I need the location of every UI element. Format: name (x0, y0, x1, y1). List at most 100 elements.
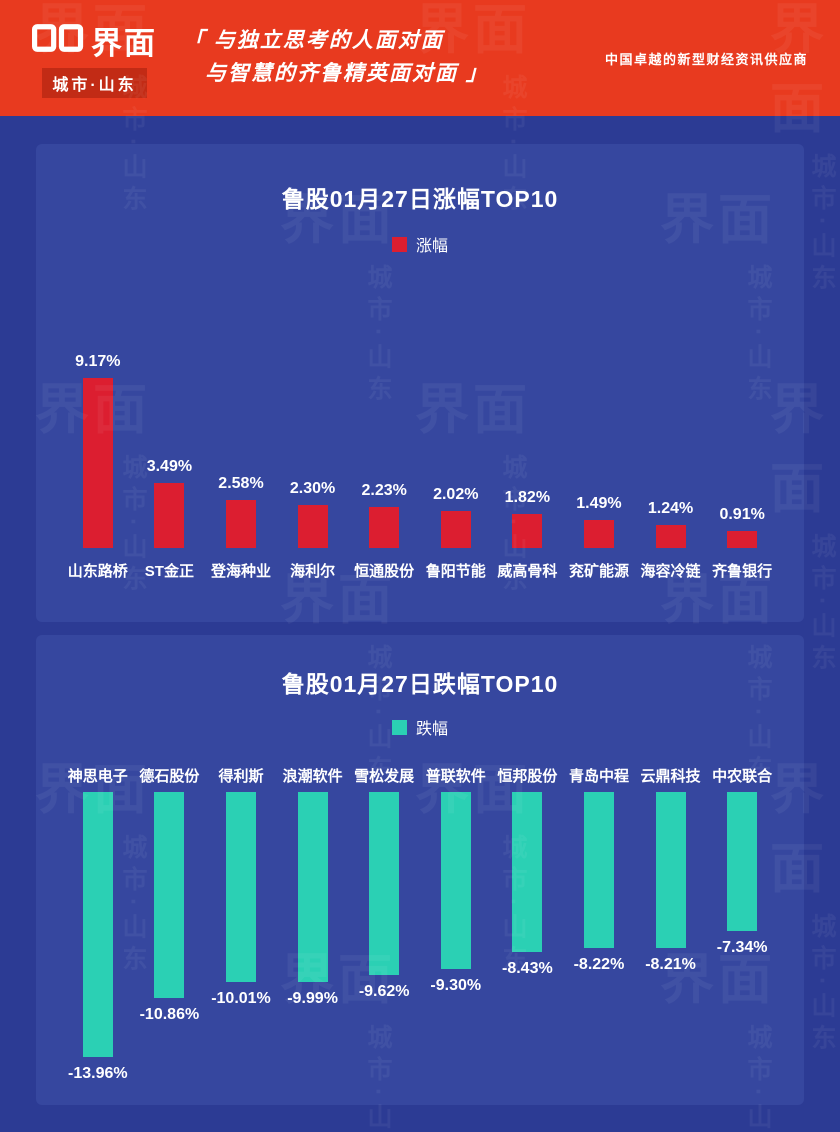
bar (727, 531, 758, 548)
bar (512, 792, 543, 952)
fall-category-row: 神思电子 德石股份 得利斯 浪潮软件 雪松发展 普联软件 恒邦股份 青岛中程 云鼎科技 中农联合 (62, 765, 778, 786)
bar-value-label: 0.91% (719, 506, 765, 523)
bar-column: -9.62% (348, 792, 420, 1001)
bar (82, 378, 113, 548)
bar-category-label: 海容冷链 (640, 563, 701, 580)
bar-column: -13.96% (62, 792, 134, 1083)
bar-column: -10.86% (134, 792, 206, 1024)
fall-bar-chart: -13.96% -10.86% -10.01% -9.99% -9.62% -9.30% -… (62, 792, 778, 1092)
jiemian-logo-text: 界面 (91, 26, 157, 61)
fall-chart-legend: 跌幅 (36, 715, 804, 739)
rise-legend-label: 涨幅 (415, 238, 448, 255)
bar-value-label: -8.22% (573, 956, 625, 973)
bar (440, 511, 471, 548)
bar-category-label: 青岛中程 (568, 768, 629, 785)
bar (297, 792, 328, 982)
bar-category-label: 普联软件 (425, 768, 486, 785)
bar-column: 2.02% (420, 486, 492, 548)
rise-chart-legend: 涨幅 (36, 232, 804, 256)
bar-column: 1.49% (563, 495, 635, 548)
bar-value-label: -13.96% (68, 1065, 128, 1082)
rise-legend-swatch (391, 236, 407, 252)
bar (512, 514, 543, 548)
bar-category-label: 山东路桥 (67, 563, 128, 580)
bar (655, 792, 686, 948)
rise-chart-card: 鲁股01月27日涨幅TOP10 涨幅 9.17% 3.49% 2.58% 2.30% 2… (36, 144, 804, 622)
bar (225, 792, 256, 982)
bar-category-label: 恒邦股份 (497, 768, 558, 785)
bar-value-label: 2.02% (433, 486, 479, 503)
bar-value-label: 1.49% (576, 495, 622, 512)
bar (369, 792, 400, 975)
bar-category-label: 齐鲁银行 (712, 563, 773, 580)
header-tagline: 中国卓越的新型财经资讯供应商 (604, 51, 808, 67)
bar-category-label: 恒通股份 (354, 563, 415, 580)
bar-value-label: 1.82% (504, 489, 551, 506)
bar-column: -7.34% (706, 792, 778, 957)
bar-column: 2.30% (277, 480, 349, 548)
bar-category-label: 云鼎科技 (640, 768, 701, 785)
bar-value-label: -10.86% (139, 1006, 200, 1023)
bar-value-label: 2.58% (218, 475, 264, 492)
header-quote-line2: 与智慧的齐鲁精英面对面 」 (205, 62, 489, 85)
bar-category-label: 中农联合 (712, 768, 773, 785)
bar-value-label: -8.21% (645, 956, 696, 973)
bar (727, 792, 758, 931)
jiemian-logo: 界面 城市·山东 (32, 18, 157, 98)
header-banner: 界面 城市·山东 「 与独立思考的人面对面 与智慧的齐鲁精英面对面 」 中国卓越… (0, 0, 840, 116)
rise-category-row: 山东路桥 ST金正 登海种业 海利尔 恒通股份 鲁阳节能 威高骨科 兖矿能源 海容冷链 齐鲁银行 (62, 560, 778, 581)
bar-value-label: -9.30% (430, 977, 482, 994)
bar-category-label: 登海种业 (210, 563, 271, 580)
bar-category-label: 鲁阳节能 (425, 563, 486, 580)
fall-legend-label: 跌幅 (415, 721, 448, 738)
bar-value-label: -7.34% (716, 939, 768, 956)
bar-column: -10.01% (205, 792, 277, 1008)
bar (655, 525, 686, 548)
bar-value-label: -9.99% (287, 990, 338, 1007)
bar-category-label: 雪松发展 (354, 768, 415, 785)
bar (82, 792, 113, 1057)
fall-legend-swatch (391, 719, 407, 735)
bar-column: -8.21% (635, 792, 707, 974)
bar-column: -9.99% (277, 792, 349, 1008)
bar (154, 792, 185, 998)
header-quote: 「 与独立思考的人面对面 与智慧的齐鲁精英面对面 」 (183, 25, 489, 90)
bar-category-label: 兖矿能源 (568, 563, 629, 580)
bar-category-label: 得利斯 (218, 768, 264, 785)
bar (583, 520, 614, 548)
logo-region-badge: 城市·山东 (42, 68, 147, 98)
bar-value-label: 3.49% (146, 458, 193, 475)
bar-column: 9.17% (62, 353, 134, 548)
bar-value-label: 1.24% (647, 500, 694, 517)
bar-value-label: -9.62% (358, 983, 410, 1000)
bar-column: 1.24% (635, 500, 707, 548)
bar-category-label: 德石股份 (139, 768, 200, 785)
bar-column: -8.43% (492, 792, 564, 978)
rise-chart-title: 鲁股01月27日涨幅TOP10 (281, 186, 559, 212)
bar-value-label: -10.01% (211, 990, 271, 1007)
bar (440, 792, 471, 969)
bar-category-label: 浪潮软件 (282, 768, 343, 785)
bar-column: 1.82% (492, 489, 564, 548)
bar-category-label: 海利尔 (290, 563, 336, 580)
bar (154, 483, 185, 548)
bar (583, 792, 614, 948)
fall-chart-card: 鲁股01月27日跌幅TOP10 跌幅 神思电子 德石股份 得利斯 浪潮软件 雪松发展 普联… (36, 635, 804, 1105)
bar-value-label: 9.17% (75, 353, 121, 370)
header-quote-line1: 「 与独立思考的人面对面 (183, 29, 444, 53)
bar-value-label: 2.30% (289, 480, 336, 497)
bar-column: 2.23% (348, 482, 420, 548)
bar-value-label: 2.23% (361, 482, 407, 499)
bar-column: -9.30% (420, 792, 492, 995)
bar (225, 500, 256, 548)
bar-category-label: 威高骨科 (497, 563, 558, 580)
bar-category-label: ST金正 (144, 563, 194, 580)
bar (369, 507, 400, 548)
rise-bar-chart: 9.17% 3.49% 2.58% 2.30% 2.23% 2.02% 1.82% 1.49%… (62, 346, 778, 548)
bar (297, 505, 328, 548)
bar-column: 3.49% (134, 458, 206, 548)
bar-value-label: -8.43% (502, 960, 553, 977)
fall-chart-title: 鲁股01月27日跌幅TOP10 (281, 671, 559, 697)
bar-column: 0.91% (706, 506, 778, 548)
bar-column: -8.22% (563, 792, 635, 974)
